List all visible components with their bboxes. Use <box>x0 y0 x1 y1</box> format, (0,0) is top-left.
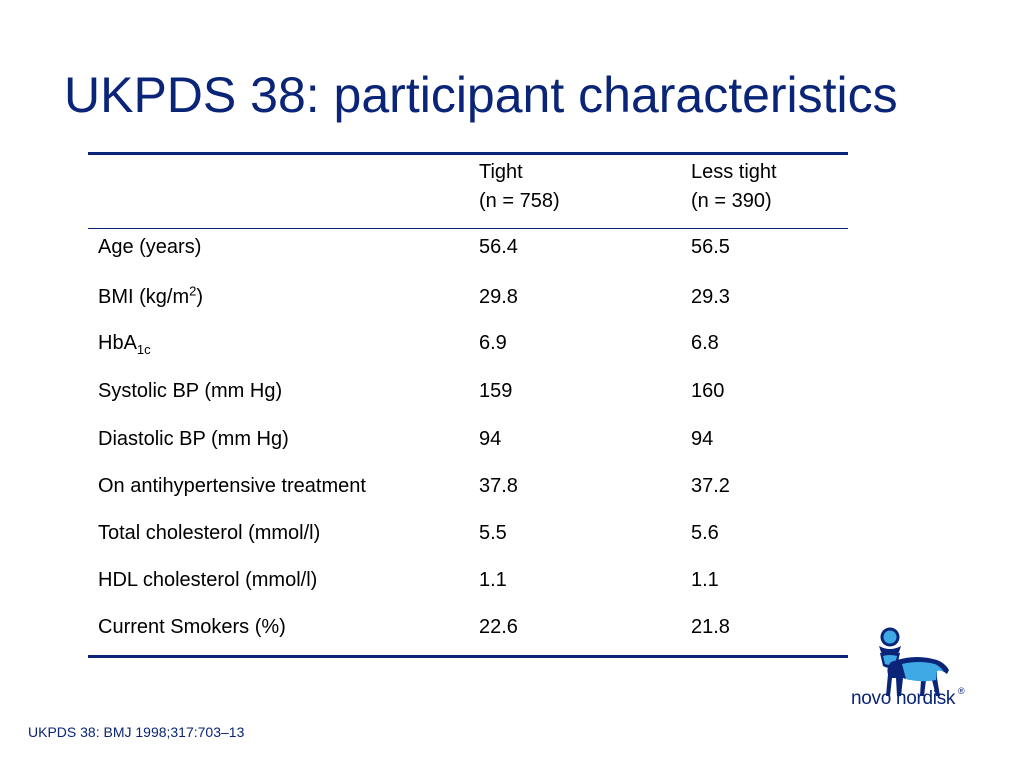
row-label: Systolic BP (mm Hg) <box>98 380 283 402</box>
table-top-rule <box>88 152 848 155</box>
row-value-tight: 6.9 <box>479 332 507 354</box>
row-value-tight: 37.8 <box>479 475 518 497</box>
row-label-tail: ) <box>196 286 204 308</box>
row-value-less-tight: 37.2 <box>691 475 730 497</box>
table-row: HbA1c 6.9 6.8 <box>0 328 1024 358</box>
table-row: Total cholesterol (mmol/l) 5.5 5.6 <box>0 518 1024 548</box>
row-value-less-tight: 21.8 <box>691 616 730 638</box>
row-value-tight: 94 <box>479 428 502 450</box>
column-header-tight-n: (n = 758) <box>479 190 560 212</box>
table-row: Diastolic BP (mm Hg) 94 94 <box>0 424 1024 454</box>
column-header-less-tight-label: Less tight <box>691 161 777 183</box>
table-row: Current Smokers (%) 22.6 21.8 <box>0 612 1024 642</box>
row-value-less-tight: 6.8 <box>691 332 719 354</box>
row-label: HbA1c <box>98 328 151 358</box>
row-value-less-tight: 160 <box>691 380 725 402</box>
logo-wordmark: novo nordisk <box>851 688 956 709</box>
row-label-superscript: 2 <box>189 283 197 299</box>
row-label: Total cholesterol (mmol/l) <box>98 522 321 544</box>
table-row: HDL cholesterol (mmol/l) 1.1 1.1 <box>0 565 1024 595</box>
table-header-rule <box>88 228 848 229</box>
row-value-tight: 56.4 <box>479 236 518 258</box>
row-value-tight: 29.8 <box>479 286 518 308</box>
row-label: On antihypertensive treatment <box>98 475 366 497</box>
table-row: On antihypertensive treatment 37.8 37.2 <box>0 471 1024 501</box>
row-label-subscript: 1c <box>136 342 151 357</box>
row-label: Diastolic BP (mm Hg) <box>98 428 289 450</box>
row-label: HDL cholesterol (mmol/l) <box>98 569 318 591</box>
row-value-less-tight: 94 <box>691 428 714 450</box>
column-header-tight: Tight (n = 758) <box>479 158 560 216</box>
page-title: UKPDS 38: participant characteristics <box>64 67 898 123</box>
row-label: Current Smokers (%) <box>98 616 286 638</box>
column-header-tight-label: Tight <box>479 161 523 183</box>
row-value-tight: 1.1 <box>479 569 507 591</box>
row-value-less-tight: 5.6 <box>691 522 719 544</box>
table-row: BMI (kg/m2) 29.8 29.3 <box>0 282 1024 312</box>
footnote-citation: UKPDS 38: BMJ 1998;317:703–13 <box>28 724 245 740</box>
row-value-less-tight: 1.1 <box>691 569 719 591</box>
table-row: Age (years) 56.4 56.5 <box>0 232 1024 262</box>
row-value-less-tight: 56.5 <box>691 236 730 258</box>
row-label-main: HbA <box>98 332 137 354</box>
row-label-main: BMI (kg/m <box>98 286 190 308</box>
row-value-tight: 22.6 <box>479 616 518 638</box>
row-label: Age (years) <box>98 236 202 258</box>
table-row: Systolic BP (mm Hg) 159 160 <box>0 376 1024 406</box>
column-header-less-tight-n: (n = 390) <box>691 190 772 212</box>
row-value-less-tight: 29.3 <box>691 286 730 308</box>
row-value-tight: 159 <box>479 380 513 402</box>
logo-registered-mark: ® <box>958 686 965 696</box>
column-header-less-tight: Less tight (n = 390) <box>691 158 777 216</box>
bull-icon <box>879 627 949 696</box>
row-label: BMI (kg/m2) <box>98 282 203 312</box>
row-value-tight: 5.5 <box>479 522 507 544</box>
table-bottom-rule <box>88 655 848 658</box>
